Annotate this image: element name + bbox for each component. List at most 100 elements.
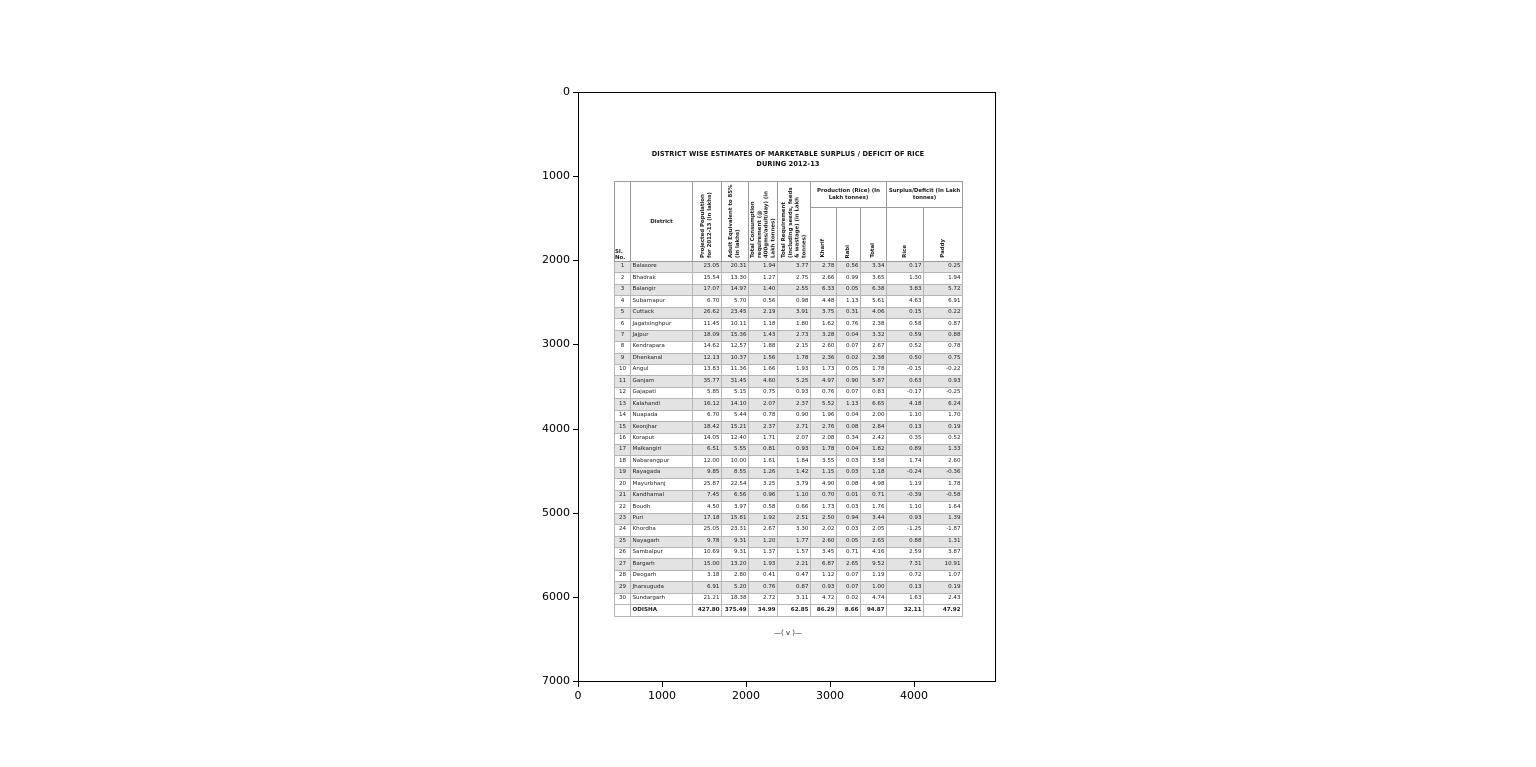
value-cell: 5.44 (721, 409, 749, 423)
value-cell: 0.03 (836, 466, 861, 480)
value-cell: 2.36 (810, 352, 837, 365)
x-tick-label: 3000 (816, 689, 844, 702)
value-cell: 0.31 (836, 306, 861, 320)
value-cell: 3.79 (777, 478, 811, 491)
value-cell: 6.51 (692, 443, 722, 457)
value-cell: 23.45 (721, 306, 749, 320)
y-tick-label: 0 (563, 85, 570, 98)
slno-cell: 15 (614, 421, 631, 434)
value-cell: 5.52 (810, 398, 837, 411)
value-cell: 2.73 (777, 329, 811, 343)
total-value-cell: 62.85 (777, 604, 811, 617)
district-cell: Malkangiri (630, 443, 693, 457)
value-cell: 2.50 (810, 512, 837, 526)
value-cell: 31.45 (721, 375, 749, 388)
table-row: 13 Kalahandi 16.12 14.10 2.07 2.37 5.52 1.13 6.6… (614, 398, 964, 411)
y-tick-label: 1000 (542, 169, 570, 182)
slno-cell: 24 (614, 524, 631, 537)
value-cell: 11.36 (721, 363, 749, 377)
value-cell: 1.78 (859, 363, 888, 377)
slno-cell: 2 (614, 272, 631, 285)
value-cell: 0.66 (777, 501, 811, 514)
value-cell: 1.73 (810, 501, 837, 514)
value-cell: 10.37 (721, 352, 749, 365)
value-cell: 0.17 (886, 260, 925, 274)
slno-cell: 1 (614, 260, 631, 274)
value-cell: 0.93 (886, 512, 925, 526)
value-cell: 4.18 (886, 398, 925, 411)
value-cell: 6.91 (692, 581, 722, 594)
total-value-cell: 32.11 (886, 604, 925, 617)
value-cell: 1.42 (777, 466, 811, 480)
document-title-line2: DURING 2012-13 (756, 159, 820, 168)
value-cell: 3.77 (777, 260, 811, 274)
value-cell: -1.87 (923, 524, 964, 537)
document-title-line1: DISTRICT WISE ESTIMATES OF MARKETABLE SU… (651, 150, 925, 158)
value-cell: 1.78 (923, 478, 964, 491)
value-cell: 1.71 (748, 432, 778, 446)
district-cell: Nabarangpur (630, 455, 693, 468)
value-cell: 0.22 (923, 306, 964, 320)
value-cell: 0.87 (923, 318, 964, 331)
table-row: 10 Angul 13.83 11.36 1.66 1.93 1.73 0.05 1.78 -0.… (614, 363, 964, 377)
value-cell: 6.38 (859, 283, 888, 297)
slno-cell: 8 (614, 341, 631, 354)
value-cell: 2.67 (859, 341, 888, 354)
value-cell: 1.33 (923, 443, 964, 457)
slno-cell: 19 (614, 466, 631, 480)
value-cell: 1.78 (777, 352, 811, 365)
value-cell: 6.24 (923, 398, 964, 411)
header-surplus-group: Surplus/Deficit (In Lakh tonnes) (886, 181, 964, 208)
district-cell: Kalahandi (630, 398, 693, 411)
value-cell: 1.19 (859, 569, 888, 583)
value-cell: 3.97 (721, 501, 749, 514)
table-body: 1 Balasore 23.05 20.31 1.94 3.77 2.78 0.56 3.34 0… (614, 260, 964, 606)
value-cell: 2.75 (777, 272, 811, 285)
slno-cell: 16 (614, 432, 631, 446)
value-cell: 0.04 (836, 329, 861, 343)
slno-cell: 27 (614, 558, 631, 571)
value-cell: 1.31 (923, 535, 964, 548)
slno-cell: 9 (614, 352, 631, 365)
slno-cell: 12 (614, 386, 631, 400)
slno-cell: 22 (614, 501, 631, 514)
value-cell: 3.58 (859, 455, 888, 468)
surplus-deficit-table: Sl. No. District Projected Population fo… (614, 181, 964, 617)
y-tick-label: 3000 (542, 337, 570, 350)
district-cell: Dhenkanal (630, 352, 693, 365)
value-cell: 0.87 (777, 581, 811, 594)
total-value-cell: 375.49 (721, 604, 749, 617)
table-row: 19 Rayagada 9.85 8.55 1.26 1.42 1.15 0.03 1.18 -0… (614, 466, 964, 480)
value-cell: 0.76 (810, 386, 837, 400)
value-cell: 1.13 (836, 295, 861, 308)
value-cell: 0.03 (836, 501, 861, 514)
value-cell: 5.15 (721, 386, 749, 400)
value-cell: 1.92 (748, 512, 778, 526)
table-footer: ODISHA 427.80 375.49 34.99 62.85 86.29 8.66 94.… (614, 604, 964, 617)
document-title: DISTRICT WISE ESTIMATES OF MARKETABLE SU… (614, 150, 962, 170)
value-cell: 3.11 (777, 592, 811, 606)
value-cell: 17.18 (692, 512, 722, 526)
value-cell: 25.87 (692, 478, 722, 491)
value-cell: 2.19 (748, 306, 778, 320)
value-cell: 3.87 (923, 546, 964, 560)
y-tickmark (573, 429, 578, 430)
value-cell: 1.20 (748, 535, 778, 548)
value-cell: 3.18 (692, 569, 722, 583)
value-cell: 0.70 (810, 489, 837, 503)
district-cell: Jagatsinghpur (630, 318, 693, 331)
value-cell: 1.18 (748, 318, 778, 331)
total-value-cell: 94.87 (859, 604, 888, 617)
value-cell: 0.19 (923, 581, 964, 594)
value-cell: 1.88 (748, 341, 778, 354)
value-cell: 3.45 (810, 546, 837, 560)
value-cell: 20.31 (721, 260, 749, 274)
y-tick-label: 4000 (542, 422, 570, 435)
table-row: 27 Bargarh 15.00 13.20 1.93 2.21 6.87 2.65 9.52 7… (614, 558, 964, 571)
slno-cell: 26 (614, 546, 631, 560)
value-cell: 0.05 (836, 363, 861, 377)
slno-cell: 17 (614, 443, 631, 457)
value-cell: 0.15 (886, 306, 925, 320)
x-tick-label: 2000 (732, 689, 760, 702)
value-cell: 0.13 (886, 421, 925, 434)
